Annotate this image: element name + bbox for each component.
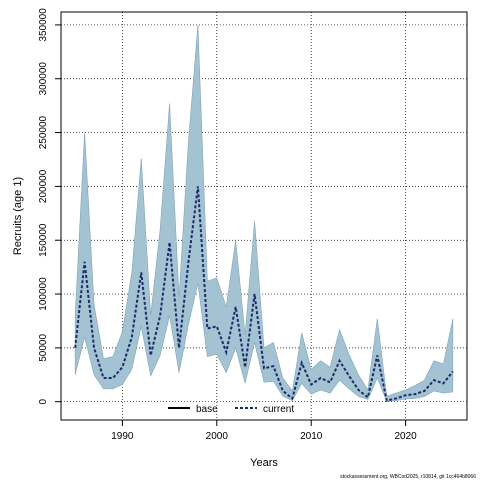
x-tick-label: 2000 — [206, 431, 229, 442]
legend: base current — [168, 404, 294, 415]
confidence-band — [74, 24, 454, 402]
confidence-band-area — [74, 24, 454, 402]
y-axis: 0 50000 100000 150000 200000 250000 300000 3500… — [38, 8, 62, 404]
x-axis-title: Years — [250, 457, 278, 469]
y-tick-label: 350000 — [38, 8, 49, 42]
y-tick-label: 100000 — [38, 277, 49, 311]
y-tick-label: 300000 — [38, 62, 49, 96]
series-line-current — [74, 186, 454, 402]
series-lines — [74, 186, 454, 402]
legend-base-label: base — [196, 404, 218, 415]
y-tick-label: 150000 — [38, 223, 49, 257]
x-tick-label: 2020 — [395, 431, 418, 442]
y-tick-label: 50000 — [38, 334, 49, 362]
x-axis: 1990 2000 2010 2020 — [111, 419, 418, 442]
y-axis-title: Recruits (age 1) — [12, 177, 24, 255]
x-tick-label: 2010 — [300, 431, 323, 442]
y-tick-label: 200000 — [38, 169, 49, 203]
y-tick-label: 0 — [38, 398, 49, 404]
footer-text: stockassessment.org, WBCod2025, r10814, … — [340, 474, 476, 480]
legend-current-label: current — [263, 404, 294, 415]
x-tick-label: 1990 — [111, 431, 134, 442]
y-tick-label: 250000 — [38, 115, 49, 149]
